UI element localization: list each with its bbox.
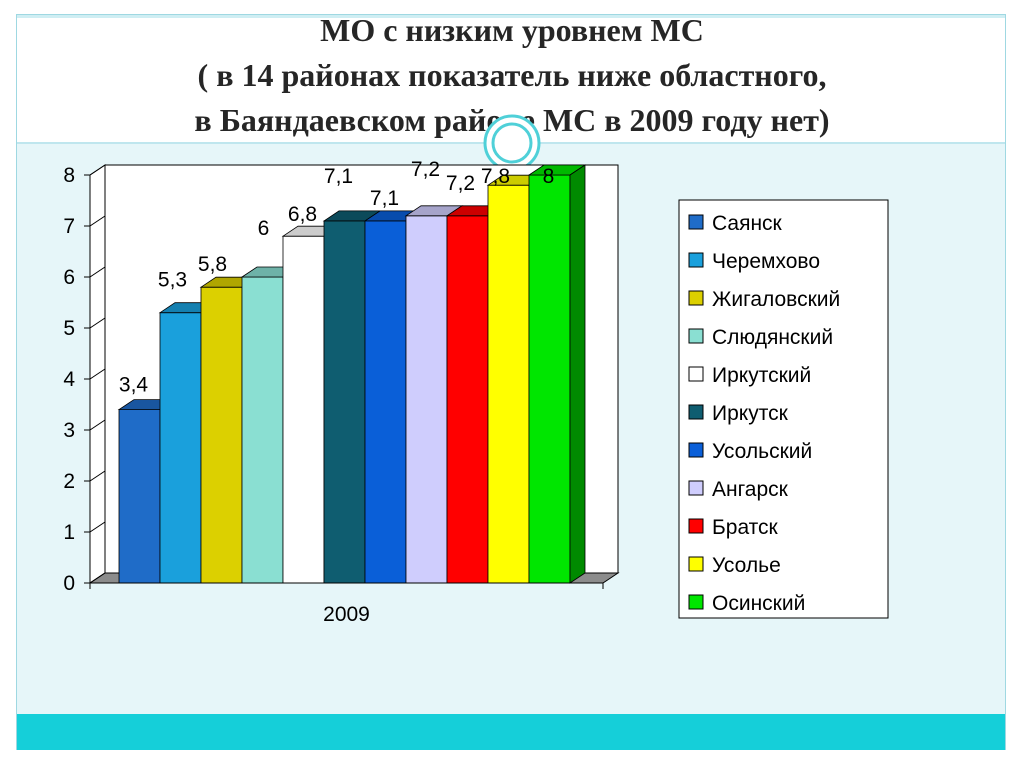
bar-2 <box>158 302 218 584</box>
y-tick-label: 7 <box>63 215 75 238</box>
bar-front <box>282 235 325 584</box>
y-tick-depth <box>89 572 106 584</box>
legend: Саянск Черемхово Жигаловский Слюдянский Ирку… <box>678 199 889 619</box>
y-tick-depth <box>89 368 106 380</box>
legend-entry: Братск <box>712 516 779 539</box>
bar-front <box>200 286 243 584</box>
x-axis: 2009 <box>89 582 604 626</box>
y-tick-depth <box>89 317 106 329</box>
bar-5 <box>281 225 341 584</box>
data-label: 3,4 <box>119 374 149 397</box>
data-label: 6,8 <box>288 203 317 226</box>
y-tick-label: 3 <box>63 419 75 442</box>
decorative-ring-icon <box>483 114 541 172</box>
y-tick-depth <box>89 266 106 278</box>
y-tick-depth <box>89 215 106 227</box>
legend-swatch <box>688 442 704 458</box>
slide-title: МО с низким уровнем МС ( в 14 районах по… <box>30 8 994 143</box>
legend-entry: Черемхово <box>712 250 820 273</box>
data-label: 7,8 <box>481 165 510 188</box>
legend-entry: Иркутский <box>712 364 811 387</box>
bar-front <box>487 184 530 584</box>
legend-swatch <box>688 518 704 534</box>
data-label: 7,1 <box>324 165 353 188</box>
legend-box <box>678 199 889 619</box>
y-tick-depth <box>89 419 106 431</box>
bars <box>117 164 587 584</box>
y-tick-label: 4 <box>63 368 75 391</box>
bar-4 <box>240 266 300 584</box>
bar-3 <box>199 276 259 584</box>
legend-entry: Осинский <box>712 592 805 615</box>
data-label: 5,3 <box>158 269 187 292</box>
legend-swatch <box>688 328 704 344</box>
legend-entry: Жигаловский <box>712 288 840 311</box>
bottom-band <box>17 714 1005 750</box>
y-tick-depth <box>89 470 106 482</box>
bar-front <box>159 312 202 584</box>
legend-swatch <box>688 290 704 306</box>
y-tick-depth <box>89 521 106 533</box>
data-labels: 3,4 5,3 5,8 6 6,8 7,1 7,1 7,2 7,2 7,8 8 <box>119 158 554 397</box>
y-tick-label: 8 <box>63 164 75 187</box>
bar-side <box>569 164 586 584</box>
data-label: 8 <box>543 165 555 188</box>
bar-7 <box>363 210 423 584</box>
y-tick-label: 6 <box>63 266 75 289</box>
legend-entry: Саянск <box>712 212 783 235</box>
y-axis: 0 1 2 3 4 5 6 7 8 <box>63 164 106 595</box>
legend-entry: Ангарск <box>712 478 789 501</box>
top-rule <box>17 15 1005 18</box>
slide-title-line: МО с низким уровнем МС <box>320 12 704 48</box>
legend-swatch <box>688 480 704 496</box>
bar-front <box>364 220 407 584</box>
legend-swatch <box>688 214 704 230</box>
bar-front <box>405 215 448 584</box>
legend-swatch <box>688 252 704 268</box>
legend-entry: Иркутск <box>712 402 789 425</box>
bar-8 <box>404 205 464 584</box>
data-label: 7,2 <box>446 172 475 195</box>
bar-10 <box>486 174 546 584</box>
bar-11 <box>527 164 587 584</box>
bar-front <box>118 409 161 584</box>
y-tick-depth <box>89 164 106 176</box>
y-tick-label: 1 <box>63 521 75 544</box>
ring-inner <box>491 122 533 164</box>
legend-swatch <box>688 366 704 382</box>
bar-front <box>323 220 366 584</box>
x-tick-label: 2009 <box>323 603 370 626</box>
bar-1 <box>117 399 177 584</box>
legend-swatch <box>688 556 704 572</box>
y-tick-label: 5 <box>63 317 75 340</box>
bar-front <box>446 215 489 584</box>
legend-entry: Усолье <box>712 554 781 577</box>
y-tick-label: 2 <box>63 470 75 493</box>
slide-title-line: ( в 14 районах показатель ниже областног… <box>197 57 827 93</box>
legend-swatch <box>688 594 704 610</box>
legend-entry: Слюдянский <box>712 326 833 349</box>
data-label: 7,1 <box>370 187 399 210</box>
data-label: 7,2 <box>411 158 440 181</box>
bar-9 <box>445 205 505 584</box>
legend-entry: Усольский <box>712 440 812 463</box>
bar-front <box>241 276 284 584</box>
y-tick-label: 0 <box>63 572 75 595</box>
data-label: 6 <box>258 217 270 240</box>
legend-swatch <box>688 404 704 420</box>
data-label: 5,8 <box>198 253 227 276</box>
bar-front <box>528 174 571 584</box>
